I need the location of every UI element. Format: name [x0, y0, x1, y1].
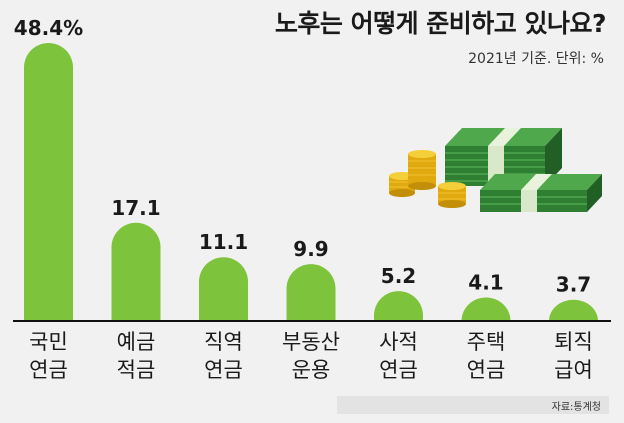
category-label-5-line-1: 연금 — [467, 358, 506, 382]
data-label-5: 4.1 — [468, 270, 503, 294]
source-note: 자료:통계청 — [551, 402, 601, 413]
category-label-3-line-1: 운용 — [292, 358, 331, 382]
data-label-3: 9.9 — [293, 237, 328, 261]
chart-subtitle: 2021년 기준. 단위: % — [468, 51, 604, 67]
category-label-1-line-1: 적금 — [117, 358, 156, 382]
labels-layer: 48.4% 17.1 11.1 9.9 5.2 4.1 3.7 — [14, 16, 591, 297]
bar-1 — [111, 222, 161, 321]
bar-4 — [374, 291, 423, 321]
category-label-1-line-0: 예금 — [117, 330, 156, 354]
category-label-5-line-0: 주택 — [467, 330, 506, 354]
bar-6 — [549, 299, 598, 321]
bar-5 — [461, 297, 511, 321]
category-label-4-line-1: 연금 — [379, 358, 418, 382]
category-label-4-line-0: 사적 — [379, 330, 418, 354]
category-label-6-line-0: 퇴직 — [554, 330, 593, 354]
data-label-2: 11.1 — [199, 230, 248, 254]
money-stacks-and-coins-icon — [389, 128, 602, 212]
category-label-0-line-1: 연금 — [29, 358, 68, 382]
category-label-6-line-1: 급여 — [554, 358, 593, 382]
category-label-2-line-0: 직역 — [204, 330, 243, 354]
chart-title: 노후는 어떻게 준비하고 있나요? — [274, 9, 607, 38]
bar-0 — [24, 42, 73, 321]
data-label-1: 17.1 — [111, 196, 160, 220]
category-label-3-line-0: 부동산 — [282, 330, 340, 354]
data-label-4: 5.2 — [381, 264, 416, 288]
data-label-6: 3.7 — [556, 273, 591, 297]
source-box: 자료:통계청 — [337, 396, 609, 414]
bars-layer — [24, 42, 598, 321]
bar-2 — [199, 257, 248, 321]
category-label-2-line-1: 연금 — [204, 358, 243, 382]
bar-3 — [286, 264, 336, 321]
category-label-0-line-0: 국민 — [29, 330, 68, 354]
data-label-0: 48.4% — [14, 16, 83, 40]
